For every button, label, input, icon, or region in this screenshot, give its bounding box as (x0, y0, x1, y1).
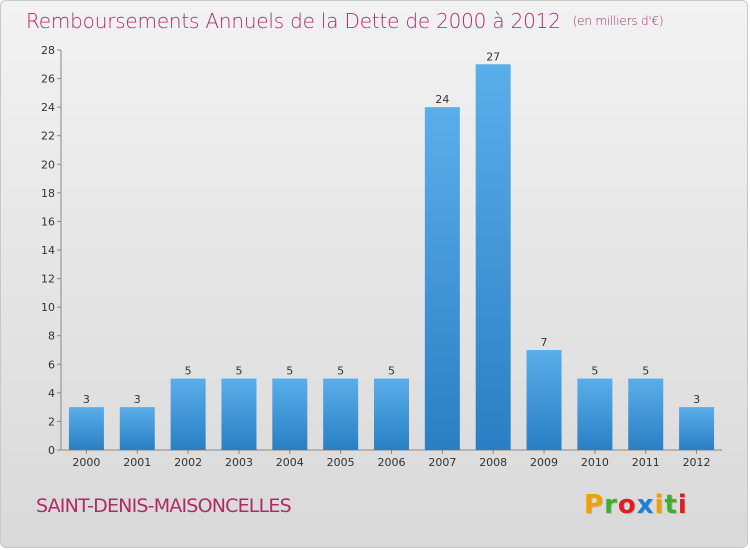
logo-letter: i (677, 490, 688, 520)
logo-letter: o (617, 490, 637, 520)
bar-2009 (526, 350, 562, 450)
bar-2002 (170, 378, 206, 450)
data-label-2002: 5 (185, 365, 192, 378)
x-tick-label: 2009 (530, 456, 558, 469)
x-tick-label: 2005 (327, 456, 355, 469)
x-tick-label: 2012 (683, 456, 711, 469)
data-label-2009: 7 (541, 336, 548, 349)
x-tick-label: 2007 (428, 456, 456, 469)
data-label-2005: 5 (337, 365, 344, 378)
y-tick-label: 20 (41, 158, 55, 171)
bar-2004 (272, 378, 308, 450)
data-label-2012: 3 (693, 393, 700, 406)
bar-2008 (475, 64, 511, 451)
y-tick-label: 8 (48, 330, 55, 343)
chart-bars (68, 64, 715, 451)
data-label-2003: 5 (235, 365, 242, 378)
logo-letter: i (654, 490, 665, 520)
bar-2012 (679, 407, 715, 450)
x-tick-label: 2006 (378, 456, 406, 469)
bar-2011 (628, 378, 664, 450)
bar-2003 (221, 378, 257, 450)
data-label-2001: 3 (134, 393, 141, 406)
x-tick-label: 2004 (276, 456, 304, 469)
x-tick-label: 2003 (225, 456, 253, 469)
x-tick-label: 2010 (581, 456, 609, 469)
chart-title-main: Remboursements Annuels de la Dette de 20… (26, 9, 561, 33)
bar-2000 (68, 407, 104, 450)
y-tick-label: 6 (48, 358, 55, 371)
x-tick-label: 2002 (174, 456, 202, 469)
bar-2007 (424, 107, 460, 451)
y-tick-label: 26 (41, 73, 55, 86)
logo-letter: t (664, 490, 678, 520)
y-tick-label: 2 (48, 415, 55, 428)
y-tick-label: 18 (41, 187, 55, 200)
y-tick-label: 14 (41, 244, 55, 257)
x-tick-label: 2001 (123, 456, 151, 469)
data-label-2010: 5 (591, 365, 598, 378)
bar-2006 (374, 378, 409, 450)
chart-title-unit: (en milliers d'€) (572, 14, 664, 28)
x-tick-label: 2008 (479, 456, 507, 469)
logo-letter: P (584, 490, 605, 520)
proxiti-logo: Proxiti (584, 490, 688, 520)
bar-2001 (119, 407, 155, 450)
data-label-2011: 5 (642, 365, 649, 378)
y-tick-label: 28 (41, 44, 55, 57)
y-tick-label: 24 (41, 101, 55, 114)
x-tick-label: 2011 (632, 456, 660, 469)
data-label-2000: 3 (83, 393, 90, 406)
bar-2005 (323, 378, 359, 450)
y-tick-label: 4 (48, 387, 55, 400)
chart-data-labels: 3 3 5 5 5 5 5 24 27 7 5 5 3 (83, 50, 700, 406)
data-label-2004: 5 (286, 365, 293, 378)
commune-name: SAINT-DENIS-MAISONCELLES (36, 495, 292, 517)
data-label-2006: 5 (388, 365, 395, 378)
y-tick-label: 0 (48, 444, 55, 457)
chart-title: Remboursements Annuels de la Dette de 20… (26, 9, 664, 33)
y-tick-label: 10 (41, 301, 55, 314)
data-label-2007: 24 (435, 93, 449, 106)
y-tick-label: 12 (41, 273, 55, 286)
y-tick-label: 22 (41, 130, 55, 143)
y-tick-label: 16 (41, 215, 55, 228)
data-label-2008: 27 (486, 50, 500, 63)
logo-letter: r (604, 490, 618, 520)
bar-2010 (577, 378, 613, 450)
logo-letter: x (636, 490, 655, 520)
x-tick-label: 2000 (72, 456, 100, 469)
